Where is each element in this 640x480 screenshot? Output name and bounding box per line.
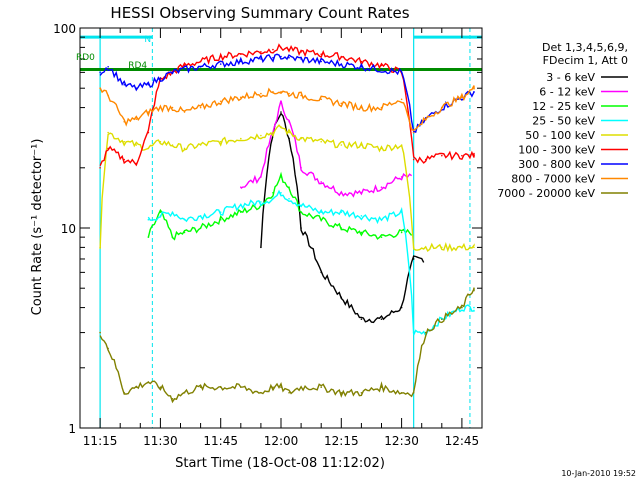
series-3-6-kev: [260, 111, 425, 324]
series-line: [99, 288, 475, 404]
data-point: [123, 140, 126, 143]
legend-entry-label: 12 - 25 keV: [532, 100, 595, 113]
data-point: [260, 51, 262, 53]
annotation-label: RD4: [128, 61, 147, 71]
markers-layer: [80, 28, 482, 428]
data-point: [340, 102, 343, 105]
annotation-label: RD0: [76, 53, 95, 63]
data-point: [183, 147, 186, 150]
annotation-label: N: [144, 35, 151, 45]
x-tick-label: 12:45: [445, 434, 480, 448]
data-point: [147, 218, 150, 221]
series-800-7000-kev: [99, 85, 475, 134]
data-point: [159, 77, 162, 80]
legend-header-line: Det 1,3,4,5,6,9,: [542, 41, 628, 54]
data-point: [135, 144, 138, 146]
x-axis-label: Start Time (18-Oct-08 11:12:02): [175, 456, 385, 471]
data-point: [240, 137, 242, 140]
data-point: [280, 111, 282, 113]
series-line: [99, 85, 475, 132]
data-point: [400, 98, 403, 101]
data-point: [380, 318, 383, 320]
data-point: [461, 154, 463, 157]
legend-entry-label: 50 - 100 keV: [525, 129, 595, 142]
legend-entry-label: 6 - 12 keV: [539, 86, 595, 99]
series-layer: [99, 43, 475, 404]
y-tick-label: 1: [68, 422, 76, 436]
data-point: [441, 318, 443, 320]
data-point: [288, 197, 290, 200]
data-point: [380, 68, 383, 71]
x-tick-label: 12:00: [264, 434, 299, 448]
data-point: [107, 131, 109, 134]
data-point: [260, 201, 262, 203]
data-point: [320, 98, 323, 101]
series-line: [240, 100, 413, 198]
data-point: [107, 65, 109, 68]
data-point: [199, 106, 202, 109]
data-point: [99, 331, 101, 334]
series-line: [99, 43, 475, 167]
legend-header: Det 1,3,4,5,6,9, FDecim 1, Att 0: [542, 41, 628, 67]
legend-entry-label: 3 - 6 keV: [546, 71, 595, 84]
legend-entry-label: 25 - 50 keV: [532, 115, 595, 128]
data-point: [288, 391, 290, 394]
chart-title: HESSI Observing Summary Count Rates: [110, 4, 409, 22]
data-point: [473, 306, 475, 309]
x-tick-label: 11:30: [143, 434, 178, 448]
series-12-25-kev: [147, 171, 413, 241]
data-point: [219, 63, 222, 65]
data-point: [135, 118, 138, 120]
data-point: [183, 68, 186, 71]
data-point: [400, 231, 403, 234]
series-line: [260, 112, 425, 324]
x-tick-label: 11:45: [203, 434, 238, 448]
data-point: [412, 131, 415, 134]
series-7000-20000-kev: [99, 287, 475, 404]
data-point: [360, 318, 363, 320]
series-50-100-kev: [99, 124, 475, 253]
y-axis-label: Count Rate (s⁻¹ detector⁻¹): [30, 139, 45, 316]
legend-entry-label: 300 - 800 keV: [518, 158, 595, 171]
legend-entry-label: 7000 - 20000 keV: [497, 187, 595, 200]
data-point: [171, 106, 174, 109]
data-point: [380, 236, 383, 238]
data-point: [360, 215, 363, 217]
data-point: [412, 158, 415, 161]
x-tick-label: 12:15: [324, 434, 359, 448]
data-point: [99, 166, 101, 169]
y-tick-label: 10: [61, 222, 76, 236]
legend-entry-label: 800 - 7000 keV: [511, 173, 595, 186]
x-tick-label: 12:30: [384, 434, 419, 448]
plot-timestamp: 10-Jan-2010 19:52: [561, 469, 636, 478]
data-point: [320, 181, 323, 183]
data-point: [320, 386, 323, 388]
data-point: [320, 140, 323, 143]
data-point: [260, 134, 262, 137]
data-point: [340, 144, 343, 146]
data-point: [272, 48, 274, 51]
axes-layer: 1 10 100 11:15 11:30 11:45 12:00 12:15 12:30 12:4…: [53, 22, 483, 448]
legend-header-line: FDecim 1, Att 0: [543, 54, 628, 67]
x-tick-label: 11:15: [83, 434, 118, 448]
series-line: [99, 124, 475, 253]
series-line: [147, 171, 413, 241]
series-line: [147, 189, 475, 338]
data-point: [380, 186, 383, 188]
series-100-300-kev: [99, 43, 475, 169]
data-point: [219, 100, 222, 103]
data-point: [123, 83, 126, 86]
series-25-50-kev: [147, 189, 475, 338]
data-point: [99, 71, 101, 74]
data-point: [360, 231, 363, 234]
y-tick-label: 100: [53, 22, 76, 36]
data-point: [288, 131, 290, 134]
data-point: [441, 154, 443, 157]
legend-entry-label: 100 - 300 keV: [518, 144, 595, 157]
data-point: [260, 92, 262, 95]
